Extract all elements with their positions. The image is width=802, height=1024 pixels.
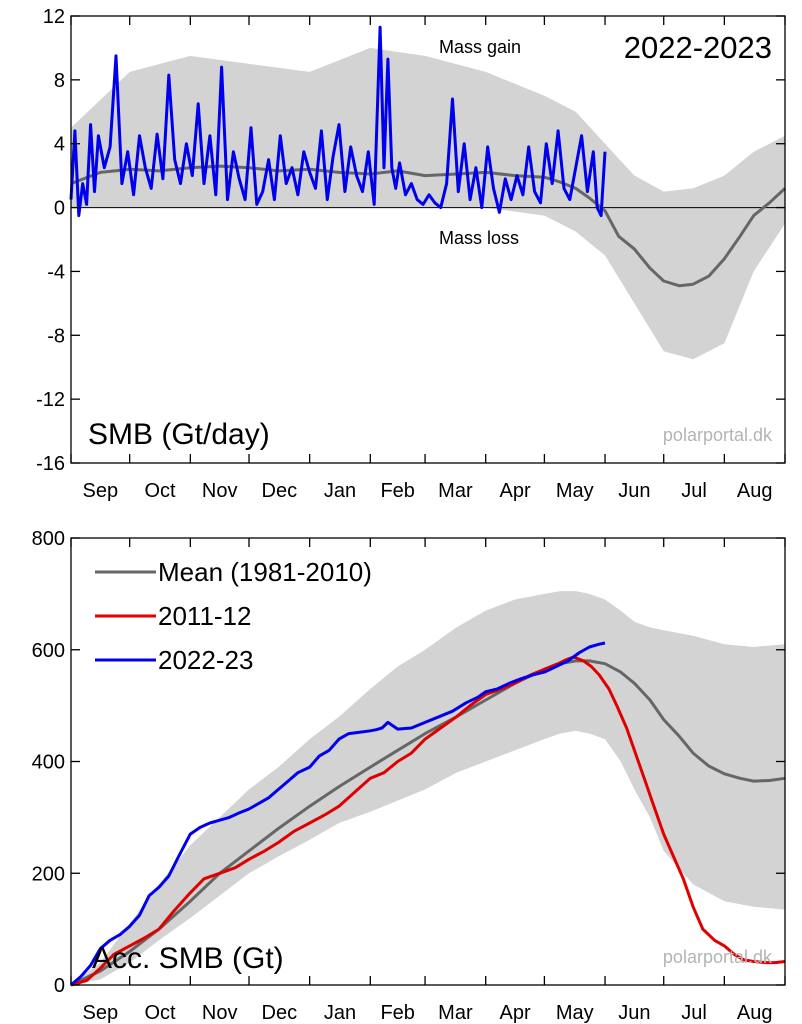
- variability-band: [71, 47, 785, 360]
- x-month-label: Mar: [438, 480, 473, 502]
- x-month-label: Aug: [737, 1002, 773, 1024]
- x-month-label: Nov: [202, 1002, 238, 1024]
- daily-smb-title: SMB (Gt/day): [88, 418, 270, 451]
- series-line-2022-23: [70, 641, 606, 987]
- daily-smb-panel: -16 -12 -8 -4 0 4 8 12 Sep Oct Nov Dec Jan Feb Mar Apr…: [36, 6, 787, 502]
- series-line-2011-12: [70, 655, 786, 987]
- x-month-label: Jun: [618, 480, 650, 502]
- x-month-label: Apr: [499, 1002, 530, 1024]
- x-month-label: May: [556, 480, 594, 502]
- x-month-label: Jan: [324, 1002, 356, 1024]
- watermark-top: polarportal.dk: [663, 425, 773, 445]
- x-month-label: Feb: [380, 1002, 414, 1024]
- x-month-label: Oct: [144, 1002, 176, 1024]
- variability-band: [71, 591, 785, 985]
- season-label: 2022-2023: [624, 30, 772, 65]
- y-tick-label: 0: [54, 198, 65, 220]
- x-month-label: Jul: [681, 1002, 707, 1024]
- legend: Mean (1981-2010) 2011-12 2022-23: [95, 557, 372, 675]
- x-month-label: Apr: [499, 480, 530, 502]
- x-month-label: Sep: [83, 480, 119, 502]
- x-month-label: Jul: [681, 480, 707, 502]
- daily-smb-plot-frame: [70, 15, 786, 464]
- y-tick-label: 0: [54, 975, 65, 997]
- y-tick-label: -4: [47, 261, 65, 283]
- mass-loss-annotation: Mass loss: [439, 228, 519, 248]
- x-month-label: Aug: [737, 480, 773, 502]
- legend-label-2022-23: 2022-23: [158, 645, 253, 675]
- x-month-label: Feb: [380, 480, 414, 502]
- x-month-label: Dec: [262, 1002, 298, 1024]
- x-month-label: Oct: [144, 480, 176, 502]
- x-month-label: Nov: [202, 480, 238, 502]
- mass-gain-annotation: Mass gain: [439, 37, 521, 57]
- x-month-label: Jan: [324, 480, 356, 502]
- watermark-bottom: polarportal.dk: [663, 947, 773, 967]
- y-tick-label: 8: [54, 70, 65, 92]
- legend-label-mean: Mean (1981-2010): [158, 557, 372, 587]
- x-month-label: Sep: [83, 1002, 119, 1024]
- y-tick-label: -8: [47, 325, 65, 347]
- y-tick-label: 200: [32, 863, 65, 885]
- series-line-2022-23: [69, 25, 607, 218]
- x-month-label: Dec: [262, 480, 298, 502]
- y-tick-label: 4: [54, 134, 65, 156]
- y-tick-label: -16: [36, 453, 65, 475]
- accumulated-smb-panel: 0 200 400 600 800 Sep Oct Nov Dec Jan Feb Mar Apr Ma…: [32, 528, 786, 1024]
- y-tick-label: -12: [36, 389, 65, 411]
- x-month-label: Mar: [438, 1002, 473, 1024]
- x-month-label: Jun: [618, 1002, 650, 1024]
- y-tick-label: 12: [43, 6, 65, 28]
- y-tick-label: 400: [32, 752, 65, 774]
- y-tick-label: 800: [32, 528, 65, 550]
- x-month-label: May: [556, 1002, 594, 1024]
- accumulated-smb-title: Acc. SMB (Gt): [92, 942, 284, 975]
- y-tick-label: 600: [32, 640, 65, 662]
- legend-label-2011-12: 2011-12: [158, 601, 252, 631]
